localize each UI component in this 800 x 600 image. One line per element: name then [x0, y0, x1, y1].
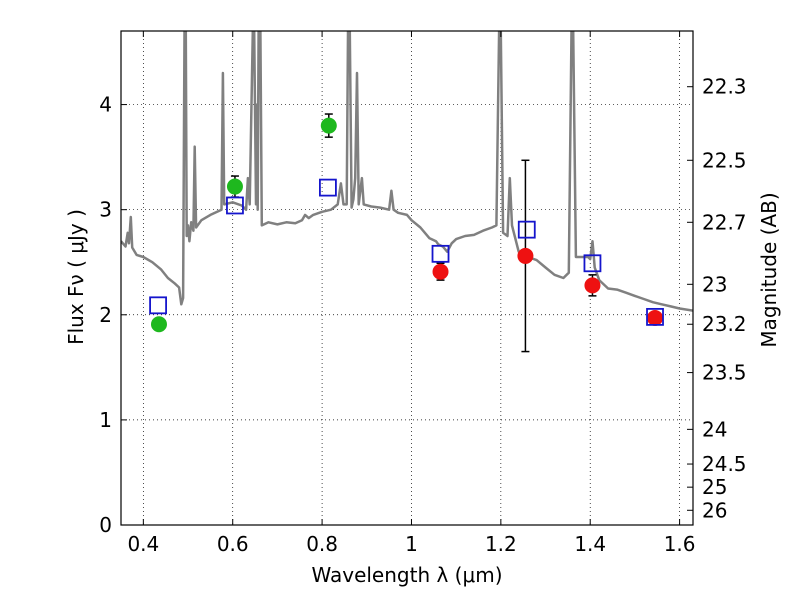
y2-tick-label: 26 — [702, 498, 727, 522]
y2-tick-label: 23.2 — [702, 312, 747, 336]
x-axis-title: Wavelength λ (μm) — [311, 563, 502, 587]
y2-tick-label: 22.5 — [702, 148, 747, 172]
y2-tick-label: 22.3 — [702, 75, 747, 99]
y-tick-label: 1 — [99, 408, 112, 432]
y-tick-label: 0 — [99, 513, 112, 537]
model-flux-square — [431, 244, 450, 263]
y-tick-label: 4 — [99, 93, 112, 117]
x-tick-label: 1.2 — [485, 532, 517, 556]
model-flux-square — [319, 178, 337, 197]
model-flux-square — [646, 307, 664, 326]
model-flux-square — [226, 196, 244, 215]
model-flux-square — [583, 254, 602, 273]
y-axis-title: Flux Fν ( μJy ) — [64, 209, 88, 345]
plot-area — [121, 31, 693, 526]
model-spectrum-line — [121, 31, 693, 312]
y2-tick-label: 25 — [702, 475, 727, 499]
observed-flux-point — [320, 117, 337, 134]
plot-data — [121, 31, 693, 353]
y-tick-label: 2 — [99, 303, 112, 327]
x-tick-label: 1.4 — [574, 532, 606, 556]
x-tick-label: 1 — [405, 532, 418, 556]
observed-flux-point — [584, 277, 601, 294]
y2-tick-label: 24 — [702, 417, 727, 441]
x-tick-label: 1.6 — [664, 532, 696, 556]
y2-tick-label: 22.7 — [702, 210, 747, 234]
plot-frame — [120, 30, 694, 526]
model-flux-square — [517, 220, 536, 239]
y2-tick-label: 24.5 — [702, 452, 747, 476]
x-tick-label: 0.6 — [217, 532, 249, 556]
y2-tick-label: 23.5 — [702, 361, 747, 385]
y-tick-label: 3 — [99, 198, 112, 222]
observed-flux-point — [432, 263, 449, 280]
y2-tick-label: 23 — [702, 272, 727, 296]
x-tick-label: 0.4 — [127, 532, 159, 556]
axes: 0.4 0.6 0.8 1 1.2 1.4 1.60123422.322.522.72323… — [99, 30, 747, 556]
observed-flux-point — [647, 309, 664, 326]
observed-flux-point — [517, 247, 534, 264]
observed-flux-point — [150, 316, 167, 333]
y2-axis-title: Magnitude (AB) — [757, 192, 781, 347]
observed-flux-point — [226, 178, 243, 195]
model-flux-square — [149, 296, 167, 315]
x-tick-label: 0.8 — [306, 532, 338, 556]
